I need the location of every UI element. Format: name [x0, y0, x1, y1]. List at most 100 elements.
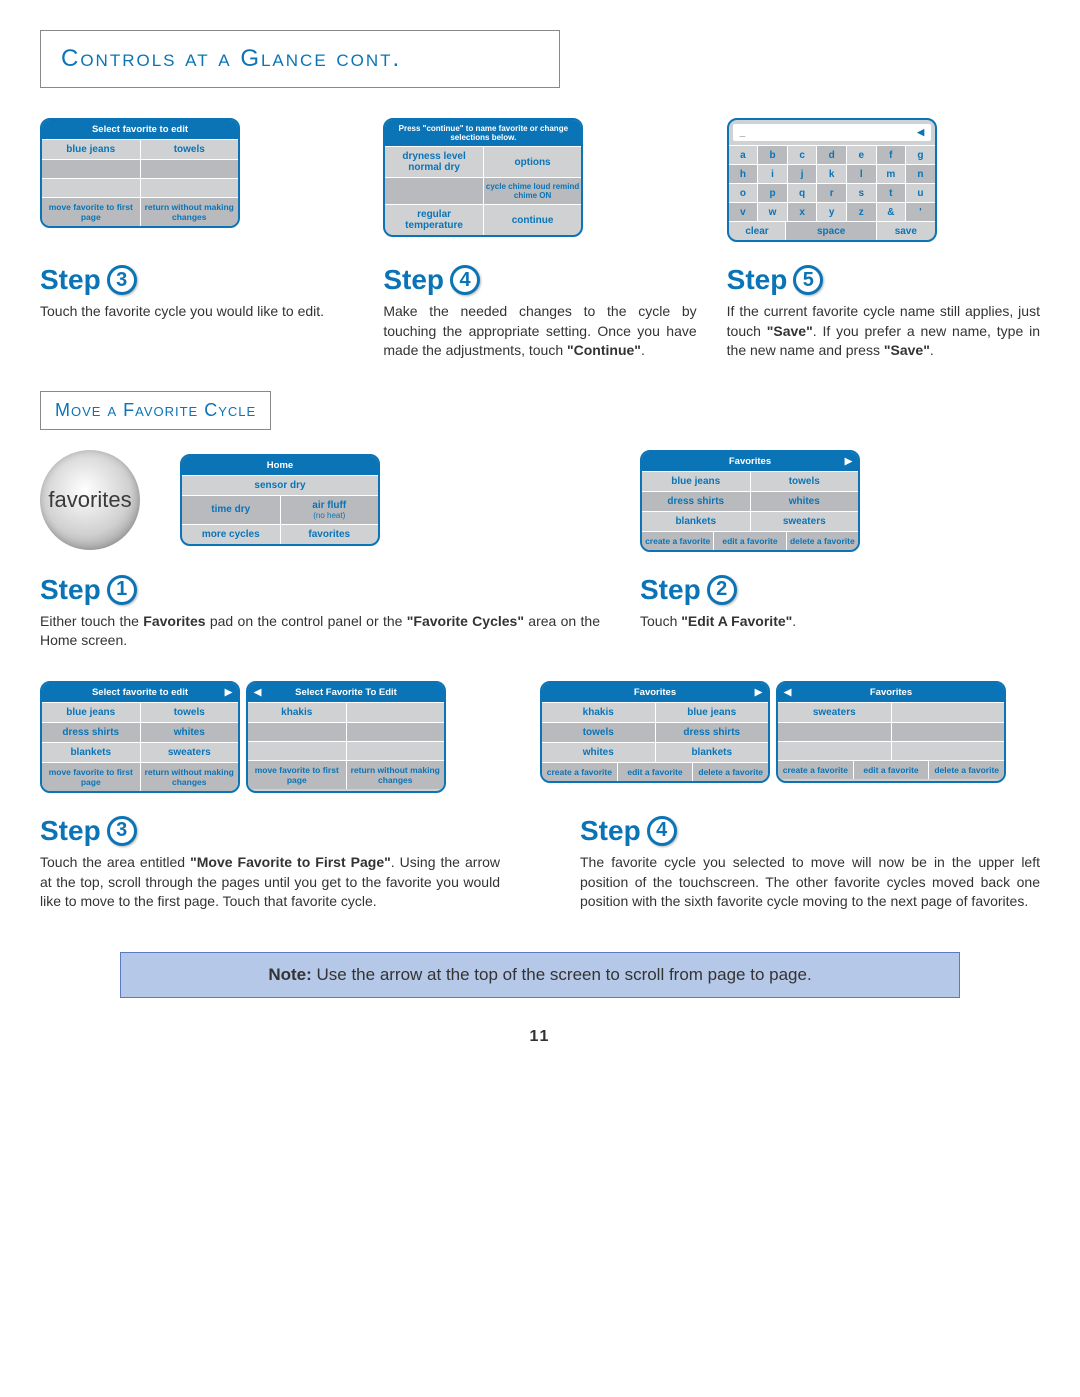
key[interactable]: a [729, 146, 759, 164]
key[interactable]: n [906, 165, 935, 183]
return-without[interactable]: return without making changes [141, 198, 239, 226]
key[interactable]: d [817, 146, 847, 164]
key[interactable]: f [877, 146, 907, 164]
cell[interactable] [347, 723, 445, 741]
arrow-left-icon[interactable]: ◀ [254, 687, 261, 698]
space-key[interactable]: space [786, 222, 877, 240]
return-without[interactable]: return without making changes [141, 763, 239, 791]
move-favorite[interactable]: move favorite to first page [248, 761, 347, 789]
cell[interactable]: blankets [42, 743, 141, 762]
cell[interactable] [778, 723, 892, 741]
key[interactable]: z [847, 203, 877, 221]
cell[interactable]: dress shirts [42, 723, 141, 742]
edit-favorite[interactable]: edit a favorite [714, 532, 786, 550]
delete-favorite[interactable]: delete a favorite [693, 763, 768, 781]
key[interactable]: & [877, 203, 907, 221]
key[interactable]: c [788, 146, 818, 164]
create-favorite[interactable]: create a favorite [778, 761, 854, 779]
key[interactable]: l [847, 165, 877, 183]
arrow-right-icon[interactable]: ▶ [845, 456, 852, 467]
key[interactable]: s [847, 184, 877, 202]
cell[interactable]: towels [751, 472, 859, 491]
key[interactable]: p [758, 184, 788, 202]
cell[interactable] [42, 179, 141, 197]
continue[interactable]: continue [484, 205, 582, 235]
create-favorite[interactable]: create a favorite [642, 532, 714, 550]
save-key[interactable]: save [877, 222, 935, 240]
cell[interactable] [42, 160, 141, 178]
delete-favorite[interactable]: delete a favorite [929, 761, 1004, 779]
air-fluff[interactable]: air fluff(no heat) [281, 496, 379, 524]
cell[interactable] [347, 703, 445, 722]
key[interactable]: j [788, 165, 818, 183]
cell[interactable] [778, 742, 892, 760]
cell[interactable] [248, 723, 347, 741]
kbd-input[interactable]: _ [736, 127, 914, 138]
cell[interactable]: blankets [642, 512, 751, 531]
arrow-right-icon[interactable]: ▶ [755, 687, 762, 698]
cell[interactable]: whites [542, 743, 656, 762]
cell[interactable] [248, 742, 347, 760]
return-without[interactable]: return without making changes [347, 761, 445, 789]
cell[interactable] [385, 178, 484, 204]
key[interactable]: i [758, 165, 788, 183]
arrow-left-icon[interactable]: ◀ [784, 687, 791, 698]
key[interactable]: q [788, 184, 818, 202]
cell[interactable] [141, 160, 239, 178]
cell[interactable]: blankets [656, 743, 769, 762]
cell[interactable]: sweaters [141, 743, 239, 762]
favorites-knob[interactable]: favorites [40, 450, 140, 550]
key[interactable]: y [817, 203, 847, 221]
cell[interactable]: khakis [248, 703, 347, 722]
key[interactable]: t [877, 184, 907, 202]
dryness-level[interactable]: dryness level normal dry [385, 147, 484, 177]
cell[interactable]: dress shirts [656, 723, 769, 742]
key[interactable]: m [877, 165, 907, 183]
chime[interactable]: cycle chime loud remind chime ON [484, 178, 582, 204]
edit-favorite[interactable]: edit a favorite [618, 763, 694, 781]
favorites-cell[interactable]: favorites [281, 525, 379, 544]
key[interactable]: k [817, 165, 847, 183]
key[interactable]: o [729, 184, 759, 202]
cell[interactable]: towels [141, 140, 239, 159]
cell[interactable]: sweaters [751, 512, 859, 531]
key[interactable]: g [906, 146, 935, 164]
key[interactable]: ' [906, 203, 935, 221]
cell[interactable]: whites [751, 492, 859, 511]
cell[interactable]: blue jeans [656, 703, 769, 722]
cell[interactable] [141, 179, 239, 197]
key[interactable]: w [758, 203, 788, 221]
backspace-icon[interactable]: ◀ [914, 127, 928, 138]
create-favorite[interactable]: create a favorite [542, 763, 618, 781]
cell[interactable]: blue jeans [42, 703, 141, 722]
cell[interactable]: towels [542, 723, 656, 742]
temperature[interactable]: regular temperature [385, 205, 484, 235]
key[interactable]: u [906, 184, 935, 202]
delete-favorite[interactable]: delete a favorite [787, 532, 858, 550]
move-favorite[interactable]: move favorite to first page [42, 198, 141, 226]
cell[interactable] [892, 742, 1005, 760]
options[interactable]: options [484, 147, 582, 177]
cell[interactable]: towels [141, 703, 239, 722]
key[interactable]: b [758, 146, 788, 164]
sensor-dry[interactable]: sensor dry [182, 476, 378, 495]
cell[interactable]: blue jeans [42, 140, 141, 159]
more-cycles[interactable]: more cycles [182, 525, 281, 544]
cell[interactable]: dress shirts [642, 492, 751, 511]
cell[interactable]: khakis [542, 703, 656, 722]
cell[interactable]: blue jeans [642, 472, 751, 491]
move-favorite[interactable]: move favorite to first page [42, 763, 141, 791]
cell[interactable] [892, 723, 1005, 741]
key[interactable]: x [788, 203, 818, 221]
time-dry[interactable]: time dry [182, 496, 281, 524]
cell[interactable] [892, 703, 1005, 722]
key[interactable]: h [729, 165, 759, 183]
cell[interactable]: sweaters [778, 703, 892, 722]
edit-favorite[interactable]: edit a favorite [854, 761, 930, 779]
key[interactable]: r [817, 184, 847, 202]
cell[interactable]: whites [141, 723, 239, 742]
key[interactable]: e [847, 146, 877, 164]
arrow-right-icon[interactable]: ▶ [225, 687, 232, 698]
cell[interactable] [347, 742, 445, 760]
clear-key[interactable]: clear [729, 222, 787, 240]
